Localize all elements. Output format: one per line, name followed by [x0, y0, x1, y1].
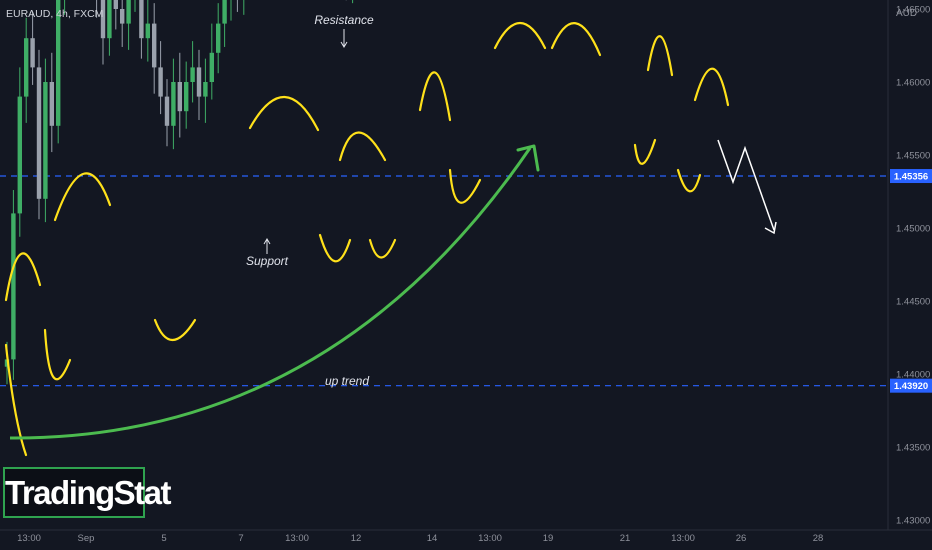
candle-body[interactable]: [152, 23, 157, 68]
time-tick-label: 13:00: [671, 533, 695, 544]
resistance-pointer: [340, 29, 348, 48]
candles-layer[interactable]: [4, 0, 707, 385]
wave-annotation: [43, 328, 72, 381]
time-tick-label: 19: [543, 533, 554, 544]
support-pointer: [263, 238, 271, 254]
price-tick-label: 1.44500: [896, 297, 930, 308]
candle-body[interactable]: [216, 23, 221, 53]
candle-body[interactable]: [209, 52, 214, 82]
time-tick-label: 13:00: [478, 533, 502, 544]
wave-annotation: [676, 168, 702, 193]
time-tick-label: 28: [813, 533, 824, 544]
currency-label: AUD: [896, 8, 918, 19]
up-trend-arrow: [9, 147, 532, 440]
candle-body[interactable]: [171, 82, 176, 126]
wave-annotation: [646, 35, 674, 77]
candle-body[interactable]: [36, 67, 42, 199]
support-label: Support: [246, 254, 289, 268]
candle-body[interactable]: [120, 9, 125, 24]
price-label-box[interactable]: [890, 169, 932, 184]
time-tick-label: 13:00: [285, 533, 309, 544]
price-axis[interactable]: 1.43000 1.43500 1.44000 1.44500 1.45000 1.455…: [890, 0, 932, 527]
candle-body[interactable]: [222, 0, 227, 24]
candle-body[interactable]: [158, 67, 163, 97]
wave-annotation: [248, 96, 320, 132]
wave-annotation: [693, 67, 730, 107]
time-tick-label: 14: [427, 533, 438, 544]
candle-body[interactable]: [126, 0, 131, 24]
wave-annotation: [4, 252, 42, 302]
candle-body[interactable]: [11, 213, 16, 360]
price-tick-label: 1.45500: [896, 151, 930, 162]
price-label-box[interactable]: [890, 378, 932, 393]
levels-layer: [0, 175, 886, 387]
price-tick-label: 1.45000: [896, 224, 930, 235]
candle-body[interactable]: [164, 96, 170, 126]
price-tick-label: 1.43000: [896, 516, 930, 527]
time-tick-label: 13:00: [17, 533, 41, 544]
candle-body[interactable]: [145, 23, 150, 39]
candle-body[interactable]: [30, 38, 35, 68]
wave-annotation: [318, 233, 352, 263]
wave-annotation: [368, 238, 397, 259]
time-tick-label: 5: [161, 533, 166, 544]
time-axis[interactable]: 13:00 Sep 5 7 13:00 12 14 13:00 19 21 13:00 26 28: [17, 533, 823, 544]
time-tick-label: Sep: [78, 533, 95, 544]
price-tick-label: 1.46500: [896, 5, 930, 16]
wave-annotation: [4, 343, 28, 457]
brand-logo: TradingStat: [3, 467, 172, 518]
wave-annotation: [493, 21, 547, 50]
time-tick-label: 21: [620, 533, 631, 544]
candle-body[interactable]: [100, 0, 106, 39]
time-tick-label: 7: [238, 533, 243, 544]
wave-annotation: [418, 71, 452, 122]
wave-annotation: [633, 138, 657, 165]
candle-body[interactable]: [107, 0, 112, 39]
wave-annotation: [153, 318, 197, 341]
price-tick-label: 1.44000: [896, 370, 930, 381]
wave-annotation: [550, 22, 602, 57]
candle-body[interactable]: [139, 0, 144, 39]
symbol-title[interactable]: EURAUD, 4h, FXCM: [6, 8, 104, 20]
wave-annotation: [338, 131, 387, 162]
price-label-text: 1.43920: [894, 381, 928, 392]
candle-body[interactable]: [203, 82, 208, 97]
wave-annotation: [53, 172, 112, 222]
price-label-text: 1.45356: [894, 172, 928, 183]
up-trend-arrowhead: [516, 144, 540, 172]
projection-arrow: [717, 139, 775, 231]
time-tick-label: 26: [736, 533, 747, 544]
candle-body[interactable]: [17, 96, 22, 214]
candle-body[interactable]: [49, 82, 54, 126]
price-tick-label: 1.46000: [896, 78, 930, 89]
grid-layer: [0, 0, 932, 531]
candle-body[interactable]: [24, 38, 29, 97]
drawings-layer: [4, 21, 777, 457]
candle-body[interactable]: [177, 82, 182, 112]
time-tick-label: 12: [351, 533, 362, 544]
candle-body[interactable]: [184, 82, 189, 112]
candle-body[interactable]: [113, 0, 118, 9]
projection-arrowhead: [764, 221, 777, 235]
wave-annotation: [448, 168, 482, 204]
candle-body[interactable]: [43, 82, 48, 199]
trend-label: up trend: [325, 374, 369, 388]
resistance-label: Resistance: [314, 13, 374, 27]
candle-body[interactable]: [196, 67, 202, 97]
price-tick-label: 1.43500: [896, 443, 930, 454]
candle-body[interactable]: [190, 67, 195, 82]
candle-body[interactable]: [56, 0, 61, 126]
